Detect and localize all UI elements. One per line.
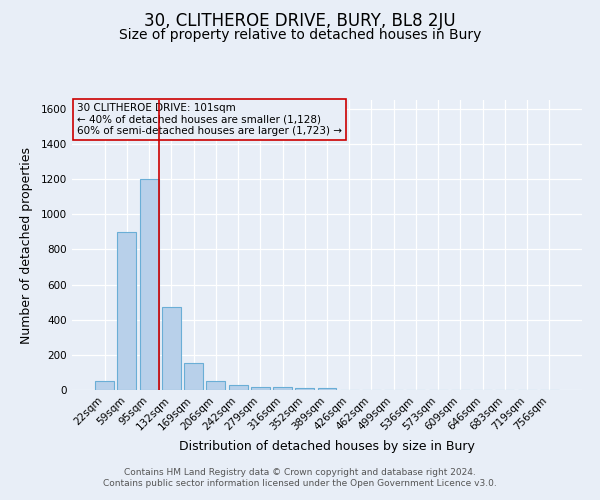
Text: 30, CLITHEROE DRIVE, BURY, BL8 2JU: 30, CLITHEROE DRIVE, BURY, BL8 2JU [144, 12, 456, 30]
Bar [295, 388, 314, 390]
Bar [95, 381, 114, 390]
X-axis label: Distribution of detached houses by size in Bury: Distribution of detached houses by size … [179, 440, 475, 453]
Bar [140, 179, 158, 390]
Bar [118, 232, 136, 390]
Bar [162, 306, 181, 390]
Bar [206, 381, 225, 390]
Text: Contains HM Land Registry data © Crown copyright and database right 2024.
Contai: Contains HM Land Registry data © Crown c… [103, 468, 497, 487]
Bar [229, 384, 248, 390]
Bar [317, 388, 337, 390]
Bar [184, 363, 203, 390]
Bar [251, 387, 270, 390]
Bar [273, 388, 292, 390]
Y-axis label: Number of detached properties: Number of detached properties [20, 146, 32, 344]
Text: Size of property relative to detached houses in Bury: Size of property relative to detached ho… [119, 28, 481, 42]
Text: 30 CLITHEROE DRIVE: 101sqm
← 40% of detached houses are smaller (1,128)
60% of s: 30 CLITHEROE DRIVE: 101sqm ← 40% of deta… [77, 103, 342, 136]
